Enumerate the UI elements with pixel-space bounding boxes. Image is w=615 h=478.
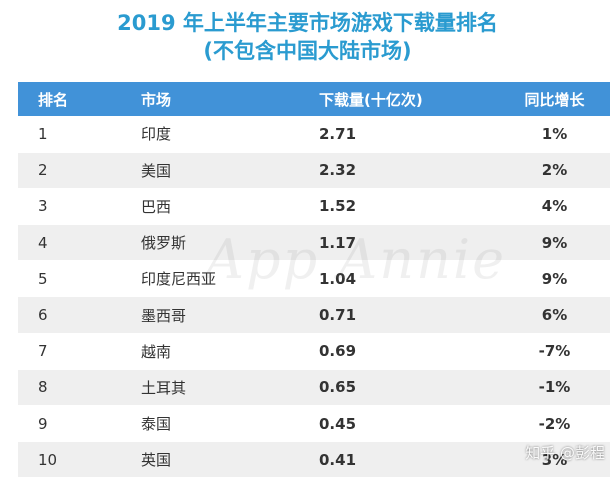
cell-growth: 3% [499,441,610,478]
cell-market: 墨西哥 [113,296,311,334]
table-row: 1 印度 2.71 1% [18,116,610,153]
column-header-downloads: 下载量(十亿次) [319,90,423,109]
cell-rank: 6 [18,296,113,334]
table-row: 10 英国 0.41 3% [18,441,610,478]
column-header-rank: 排名 [38,90,69,109]
cell-market: 俄罗斯 [113,224,311,262]
cell-market: 越南 [113,333,311,370]
cell-downloads: 0.45 [311,405,499,443]
cell-rank: 4 [18,224,113,262]
cell-rank: 2 [18,152,113,189]
cell-market: 印度 [113,116,311,153]
cell-growth: -7% [499,333,610,370]
cell-rank: 8 [18,369,113,407]
cell-market: 泰国 [113,405,311,443]
cell-rank: 5 [18,260,113,298]
table-row: 6 墨西哥 0.71 6% [18,296,610,334]
cell-market: 巴西 [113,188,311,226]
table-row: 8 土耳其 0.65 -1% [18,369,610,407]
column-header-market: 市场 [141,90,172,109]
cell-downloads: 2.71 [311,116,499,153]
ranking-table: 排名 市场 下载量(十亿次) 同比增长 1 印度 2.71 1% 2 美国 2.32 2% 3 巴… [18,82,610,478]
cell-rank: 3 [18,188,113,226]
cell-rank: 7 [18,333,113,370]
table-row: 3 巴西 1.52 4% [18,188,610,226]
cell-growth: -1% [499,369,610,407]
cell-downloads: 0.65 [311,369,499,407]
table-row: 7 越南 0.69 -7% [18,333,610,370]
cell-market: 土耳其 [113,369,311,407]
cell-downloads: 0.71 [311,296,499,334]
table-body: 1 印度 2.71 1% 2 美国 2.32 2% 3 巴西 1.52 4% 4 俄罗斯 1.17 9% 5 印度… [18,116,610,478]
chart-subtitle: (不包含中国大陆市场) [203,39,412,63]
cell-downloads: 1.17 [311,224,499,262]
column-header-growth: 同比增长 [524,90,585,109]
cell-growth: -2% [499,405,610,443]
chart-title: 2019 年上半年主要市场游戏下载量排名 [117,11,498,35]
cell-market: 印度尼西亚 [113,260,311,298]
cell-downloads: 0.41 [311,441,499,478]
cell-growth: 2% [499,152,610,189]
cell-growth: 6% [499,296,610,334]
credit-label: 知乎 @彭程 [525,444,605,462]
table-row: 4 俄罗斯 1.17 9% [18,224,610,262]
cell-growth: 1% [499,116,610,153]
cell-growth: 4% [499,188,610,226]
cell-growth: 9% [499,260,610,298]
cell-growth: 9% [499,224,610,262]
cell-rank: 1 [18,116,113,153]
cell-downloads: 1.52 [311,188,499,226]
table-header-row: 排名 市场 下载量(十亿次) 同比增长 [18,82,610,116]
cell-downloads: 2.32 [311,152,499,189]
cell-rank: 10 [18,441,113,478]
cell-rank: 9 [18,405,113,443]
table-row: 5 印度尼西亚 1.04 9% [18,260,610,298]
table-row: 9 泰国 0.45 -2% [18,405,610,443]
cell-market: 美国 [113,152,311,189]
cell-downloads: 1.04 [311,260,499,298]
table-row: 2 美国 2.32 2% [18,152,610,189]
cell-downloads: 0.69 [311,333,499,370]
cell-market: 英国 [113,441,311,478]
